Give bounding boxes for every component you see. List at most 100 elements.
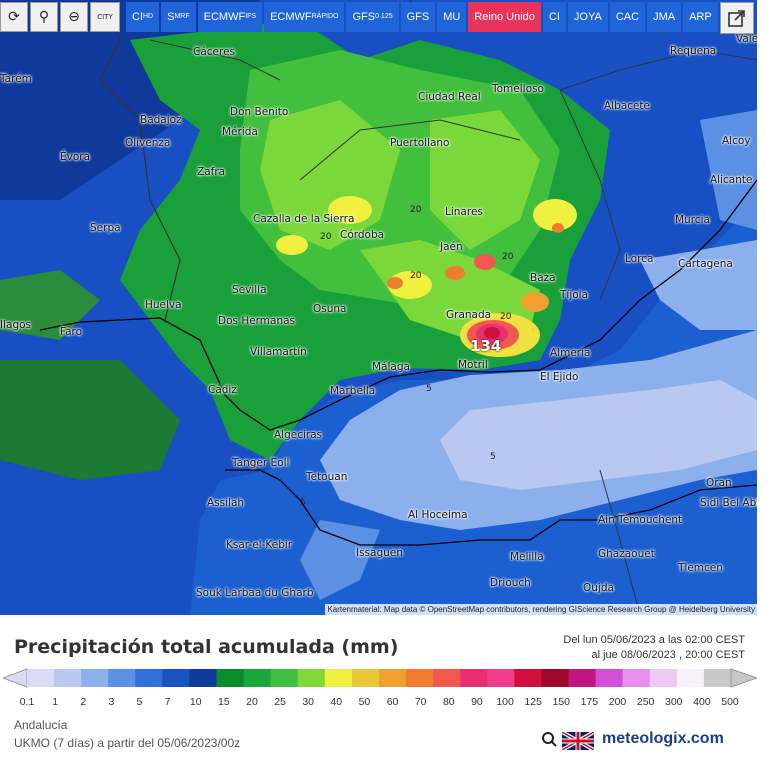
city-label: Ain Témouchent	[598, 514, 683, 526]
city-label: Cazalla de la Sierra	[253, 213, 355, 225]
city-label: Alcoy	[722, 135, 751, 147]
scale-swatch	[81, 669, 109, 687]
city-label: Villamartín	[250, 346, 307, 358]
city-label: Oran	[706, 477, 732, 489]
city-icon[interactable]: CITY	[90, 2, 120, 32]
city-label: Granada	[446, 309, 492, 321]
scale-swatch	[189, 669, 218, 687]
scale-tick: 60	[386, 696, 399, 708]
model-button-5[interactable]: GFS	[400, 2, 436, 32]
scale-swatch	[297, 669, 326, 687]
scale-tick: 200	[608, 696, 627, 708]
scale-tick: 80	[442, 696, 455, 708]
model-button-7[interactable]: Reino Unido	[468, 2, 541, 32]
forecast-period: Del lun 05/06/2023 a las 02:00 CEST al j…	[563, 633, 745, 663]
model-sublabel: MRF	[174, 13, 190, 20]
scale-swatch	[216, 669, 245, 687]
scale-ticks: 0.1 1 2 3 5 7 10 15 20 25 30 40 50 60 70 80 90 100 125 150 1…	[0, 696, 777, 710]
scale-swatch	[379, 669, 407, 687]
contour-label: 5	[426, 384, 432, 394]
city-label: Albacete	[604, 100, 651, 112]
scale-arrow-right	[730, 668, 757, 688]
scale-tick: 300	[664, 696, 683, 708]
model-label: CI	[548, 11, 560, 23]
legend-title: Precipitación total acumulada (mm)	[14, 636, 399, 658]
model-label: JMA	[653, 11, 676, 23]
scale-tick: 100	[496, 696, 514, 708]
scale-tick: 30	[302, 696, 315, 708]
city-label: Tetouan	[306, 471, 348, 483]
city-label: Sidi Bel Abbès	[700, 497, 757, 509]
city-label: Ghazaouet	[598, 548, 655, 560]
period-end: al jue 08/06/2023 , 20:00 CEST	[591, 649, 746, 661]
scale-tick: 90	[471, 696, 483, 708]
city-label: Osuna	[313, 303, 347, 315]
brand-logo: meteologix.com	[602, 730, 724, 747]
scale-arrow-left	[3, 668, 28, 688]
city-label: Ksar-el-Kebir	[226, 539, 293, 551]
zoom-out-icon[interactable]: ⊖	[60, 2, 88, 32]
precipitation-map[interactable]: ⟳ ⚲ ⊖ CITY CI HD S MRF ECMWF IFS ECMWF RÁPI…	[0, 0, 757, 615]
uk-flag-icon[interactable]	[562, 732, 594, 750]
contour-label: 5	[300, 498, 306, 508]
city-label: Ilagos	[0, 319, 32, 331]
model-button-9[interactable]: JOYA	[567, 2, 608, 32]
model-sublabel: 0.125	[375, 13, 393, 20]
model-button-4[interactable]: GFS 0.125	[346, 2, 399, 32]
model-button-10[interactable]: CAC	[609, 2, 646, 32]
scale-swatch	[487, 669, 515, 687]
scale-tick: 250	[636, 696, 655, 708]
city-label: Al Hoceima	[408, 509, 468, 521]
model-button-12[interactable]: ARP	[683, 2, 718, 32]
scale-tick: 500	[721, 696, 739, 708]
model-button-11[interactable]: JMA	[647, 2, 682, 32]
hd-search-icon[interactable]	[540, 730, 560, 752]
period-start: Del lun 05/06/2023 a las 02:00 CEST	[563, 634, 745, 646]
city-label: Assilah	[207, 497, 245, 509]
model-button-6[interactable]: MU	[437, 2, 467, 32]
city-label: Zafra	[197, 166, 226, 178]
model-button-2[interactable]: ECMWF IFS	[197, 2, 263, 32]
scale-tick: 10	[189, 696, 202, 708]
city-label: Tomelloso	[492, 83, 544, 95]
scale-tick: 2	[80, 696, 87, 708]
model-label: ECMWF	[270, 11, 312, 23]
city-label: Don Benito	[230, 106, 289, 118]
scale-swatch	[162, 669, 190, 687]
city-label: Valencia	[736, 33, 757, 45]
city-label: Tarém	[0, 73, 32, 85]
contour-label: 20	[500, 312, 512, 322]
model-selector: CI HD S MRF ECMWF IFS ECMWF RÁPIDO GFS 0.125…	[126, 2, 720, 34]
city-label: Lorca	[625, 253, 654, 265]
model-sublabel: IFS	[245, 13, 257, 20]
city-label: Évora	[60, 151, 91, 163]
scale-tick: 3	[108, 696, 115, 708]
model-label: CAC	[615, 11, 640, 23]
location-pin-icon[interactable]: ⚲	[30, 2, 58, 32]
contour-label: 20	[410, 205, 422, 215]
scale-tick: 25	[274, 696, 286, 708]
city-label: Olivenza	[125, 137, 171, 149]
share-icon[interactable]	[720, 2, 754, 34]
city-label: Requena	[670, 45, 717, 57]
city-label: Serpa	[90, 222, 121, 234]
city-label: Dos Hermanas	[218, 315, 296, 327]
contour-label: 20	[410, 271, 422, 281]
city-label: Málaga	[372, 361, 410, 373]
scale-tick: 175	[580, 696, 599, 708]
model-button-1[interactable]: S MRF	[161, 2, 196, 32]
model-button-3[interactable]: ECMWF RÁPIDO	[264, 2, 345, 32]
model-sublabel: RÁPIDO	[311, 13, 339, 20]
max-value-label: 134	[470, 337, 502, 355]
refresh-icon[interactable]: ⟳	[0, 2, 28, 32]
model-button-0[interactable]: CI HD	[126, 2, 160, 32]
model-label: ECMWF	[203, 11, 246, 23]
model-label: MU	[443, 11, 461, 23]
scale-swatch	[460, 669, 488, 687]
scale-tick: 7	[164, 696, 171, 708]
model-label: GFS	[352, 11, 376, 23]
model-button-8[interactable]: CI	[542, 2, 566, 32]
scale-swatch	[703, 669, 732, 687]
city-label: Souk Larbaa du Gharb	[196, 587, 314, 599]
model-info: UKMO (7 días) a partir del 05/06/2023/00…	[14, 736, 241, 750]
